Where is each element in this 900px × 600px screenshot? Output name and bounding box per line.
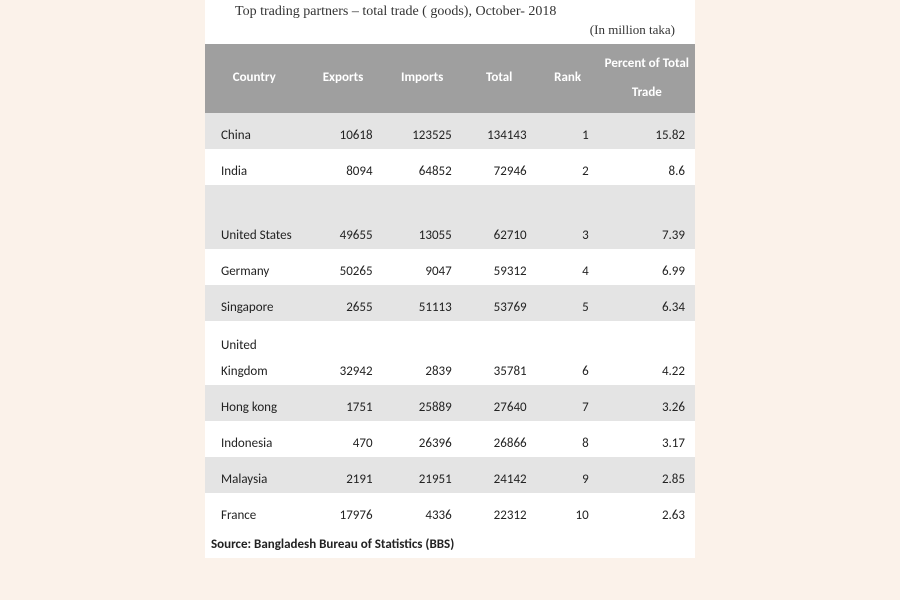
- cell-pct: 8.6: [599, 149, 695, 185]
- cell-pct: 6.99: [599, 249, 695, 285]
- cell-total: 72946: [462, 149, 537, 185]
- cell-exports: 470: [303, 421, 382, 457]
- cell-total: 24142: [462, 457, 537, 493]
- table-row: United Kingdom3294228393578164.22: [205, 321, 695, 385]
- cell-imports: 21951: [383, 457, 462, 493]
- cell-pct: 2.63: [599, 493, 695, 529]
- cell-country: India: [205, 149, 303, 185]
- cell-pct: 6.34: [599, 285, 695, 321]
- col-rank: Rank: [537, 44, 599, 113]
- cell-total: 59312: [462, 249, 537, 285]
- table-row: Hong kong1751258892764073.26: [205, 385, 695, 421]
- cell-country: Singapore: [205, 285, 303, 321]
- cell-imports: 4336: [383, 493, 462, 529]
- cell-country: Indonesia: [205, 421, 303, 457]
- cell-exports: 50265: [303, 249, 382, 285]
- cell-exports: 2655: [303, 285, 382, 321]
- cell-total: 22312: [462, 493, 537, 529]
- cell-total: 134143: [462, 113, 537, 149]
- cell-rank: 5: [537, 285, 599, 321]
- col-imports: Imports: [383, 44, 462, 113]
- table-row: Malaysia2191219512414292.85: [205, 457, 695, 493]
- col-exports: Exports: [303, 44, 382, 113]
- cell-imports: 51113: [383, 285, 462, 321]
- cell-rank: 7: [537, 385, 599, 421]
- cell-total: 27640: [462, 385, 537, 421]
- cell-pct: 2.85: [599, 457, 695, 493]
- cell-exports: 1751: [303, 385, 382, 421]
- table-header-row: Country Exports Imports Total Rank Perce…: [205, 44, 695, 113]
- table-row: Germany5026590475931246.99: [205, 249, 695, 285]
- cell-pct: 3.26: [599, 385, 695, 421]
- cell-total: 62710: [462, 185, 537, 249]
- cell-pct: 4.22: [599, 321, 695, 385]
- cell-country: China: [205, 113, 303, 149]
- table-row: Singapore2655511135376956.34: [205, 285, 695, 321]
- trade-table: Country Exports Imports Total Rank Perce…: [205, 44, 695, 529]
- cell-country: Germany: [205, 249, 303, 285]
- cell-exports: 10618: [303, 113, 382, 149]
- col-percent: Percent of Total Trade: [599, 44, 695, 113]
- cell-rank: 8: [537, 421, 599, 457]
- cell-country: France: [205, 493, 303, 529]
- cell-total: 53769: [462, 285, 537, 321]
- table-source: Source: Bangladesh Bureau of Statistics …: [205, 529, 695, 558]
- cell-imports: 13055: [383, 185, 462, 249]
- cell-imports: 9047: [383, 249, 462, 285]
- cell-rank: 4: [537, 249, 599, 285]
- table-sheet: Top trading partners – total trade ( goo…: [205, 0, 695, 558]
- cell-imports: 25889: [383, 385, 462, 421]
- table-title: Top trading partners – total trade ( goo…: [205, 0, 695, 22]
- table-row: France17976433622312102.63: [205, 493, 695, 529]
- cell-total: 26866: [462, 421, 537, 457]
- cell-exports: 49655: [303, 185, 382, 249]
- table-row: Indonesia470263962686683.17: [205, 421, 695, 457]
- col-country: Country: [205, 44, 303, 113]
- cell-rank: 1: [537, 113, 599, 149]
- table-row: United States49655130556271037.39: [205, 185, 695, 249]
- cell-exports: 32942: [303, 321, 382, 385]
- cell-imports: 2839: [383, 321, 462, 385]
- cell-imports: 26396: [383, 421, 462, 457]
- table-row: India8094648527294628.6: [205, 149, 695, 185]
- cell-exports: 17976: [303, 493, 382, 529]
- cell-rank: 9: [537, 457, 599, 493]
- cell-country: United Kingdom: [205, 321, 303, 385]
- cell-imports: 64852: [383, 149, 462, 185]
- cell-country: Hong kong: [205, 385, 303, 421]
- cell-rank: 6: [537, 321, 599, 385]
- cell-rank: 10: [537, 493, 599, 529]
- cell-country: Malaysia: [205, 457, 303, 493]
- cell-pct: 3.17: [599, 421, 695, 457]
- cell-exports: 2191: [303, 457, 382, 493]
- table-subtitle: (In million taka): [205, 22, 695, 44]
- cell-rank: 2: [537, 149, 599, 185]
- cell-country: United States: [205, 185, 303, 249]
- cell-total: 35781: [462, 321, 537, 385]
- cell-rank: 3: [537, 185, 599, 249]
- cell-imports: 123525: [383, 113, 462, 149]
- cell-pct: 7.39: [599, 185, 695, 249]
- cell-pct: 15.82: [599, 113, 695, 149]
- table-row: China10618123525134143115.82: [205, 113, 695, 149]
- col-total: Total: [462, 44, 537, 113]
- cell-exports: 8094: [303, 149, 382, 185]
